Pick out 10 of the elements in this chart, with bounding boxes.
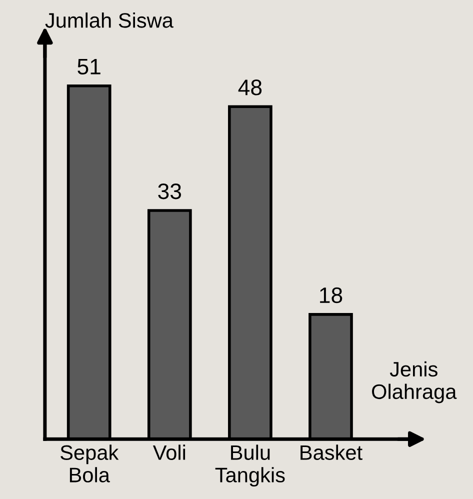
data-label: 33 xyxy=(158,183,182,200)
x-tick-label: Voli xyxy=(152,444,186,460)
x-tick-label: Basket xyxy=(300,444,362,460)
x-axis-title: Jenis Olahraga xyxy=(372,361,457,404)
data-label: 18 xyxy=(320,287,342,304)
data-label: 51 xyxy=(78,59,100,75)
x-tick-label: Sepak Bola xyxy=(60,444,119,482)
data-label: 48 xyxy=(238,80,262,96)
y-axis-title: Jumlah Siswa xyxy=(45,12,174,28)
x-tick-label: Bulu Tangkis xyxy=(215,444,285,487)
